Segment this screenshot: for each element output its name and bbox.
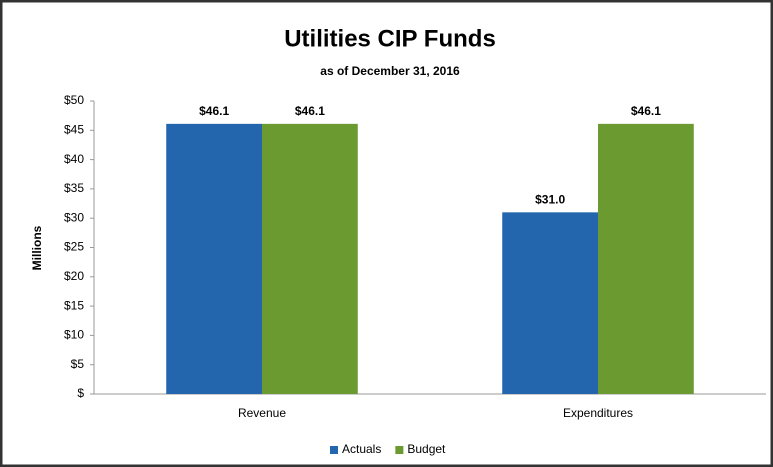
y-tick-label: $30: [64, 210, 84, 224]
legend-label: Budget: [407, 442, 446, 456]
legend-label: Actuals: [342, 442, 381, 456]
y-axis-label: Millions: [30, 225, 44, 270]
y-tick-label: $25: [64, 240, 84, 254]
y-tick-label: $15: [64, 298, 84, 312]
value-label: $46.1: [631, 104, 661, 118]
bar: [598, 123, 694, 394]
y-tick-label: $: [77, 386, 84, 400]
x-tick-label: Expenditures: [563, 406, 633, 420]
y-tick-label: $40: [64, 152, 84, 166]
legend-swatch: [330, 446, 338, 454]
y-tick-label: $20: [64, 269, 84, 283]
y-tick-label: $50: [64, 93, 84, 107]
y-tick-label: $45: [64, 122, 84, 136]
value-label: $46.1: [295, 104, 325, 118]
value-label: $46.1: [199, 104, 229, 118]
y-tick-label: $10: [64, 328, 84, 342]
chart-subtitle: as of December 31, 2016: [320, 64, 460, 78]
y-tick-label: $35: [64, 181, 84, 195]
x-tick-label: Revenue: [238, 406, 286, 420]
bar: [502, 212, 598, 394]
y-tick-label: $5: [71, 357, 85, 371]
value-label: $31.0: [535, 193, 565, 207]
chart-title: Utilities CIP Funds: [284, 25, 496, 52]
bar: [166, 123, 262, 394]
legend-swatch: [395, 446, 404, 454]
bar: [262, 123, 358, 394]
